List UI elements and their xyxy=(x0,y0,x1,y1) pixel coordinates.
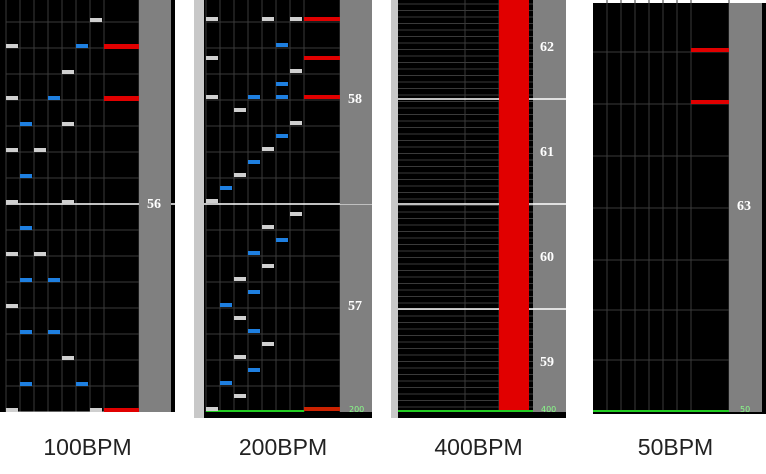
measure-number: 61 xyxy=(540,145,554,160)
note-white xyxy=(62,122,74,126)
note-red xyxy=(104,44,139,49)
note-lane-grid xyxy=(391,0,566,418)
note-lane-grid xyxy=(194,0,372,418)
bpm-label: 50 xyxy=(740,405,751,414)
note-blue xyxy=(20,382,32,386)
note-white xyxy=(6,408,18,412)
note-lane-grid xyxy=(585,0,766,428)
measure-bar xyxy=(729,3,762,412)
measure-number: 62 xyxy=(540,40,554,55)
note-white xyxy=(6,304,18,308)
caption-200bpm: 200BPM xyxy=(238,434,328,460)
measure-bar xyxy=(340,0,372,204)
note-blue xyxy=(20,226,32,230)
note-white xyxy=(90,408,102,412)
chart-panel-400bpm: 62 61 60 59 400 xyxy=(391,0,566,418)
note-white xyxy=(6,44,18,48)
note-white xyxy=(90,18,102,22)
note-red xyxy=(104,408,139,413)
bpm-label: 200 xyxy=(349,405,365,414)
note-white xyxy=(6,252,18,256)
measure-number: 59 xyxy=(540,355,554,370)
chart-panel-200bpm: 58 57 200 xyxy=(194,0,372,418)
note-white xyxy=(34,148,46,152)
note-blue xyxy=(76,44,88,48)
measure-bar xyxy=(340,205,372,412)
bpm-label: 400 xyxy=(541,405,557,414)
note-white xyxy=(34,252,46,256)
note-red xyxy=(691,48,729,52)
measure-bar xyxy=(139,0,171,412)
note-blue xyxy=(48,330,60,334)
note-red xyxy=(104,96,139,101)
note-white xyxy=(6,96,18,100)
chart-panel-100bpm: 56 xyxy=(0,0,175,416)
note-blue xyxy=(20,122,32,126)
long-note-red xyxy=(499,0,529,412)
note-white xyxy=(62,356,74,360)
caption-400bpm: 400BPM xyxy=(434,434,523,460)
caption-100bpm: 100BPM xyxy=(43,434,132,460)
note-blue xyxy=(20,278,32,282)
measure-number: 63 xyxy=(737,199,751,214)
note-blue xyxy=(20,330,32,334)
note-blue xyxy=(76,382,88,386)
chart-panel-50bpm: 63 50 xyxy=(585,0,766,428)
note-blue xyxy=(48,96,60,100)
note-blue xyxy=(20,174,32,178)
measure-number: 60 xyxy=(540,250,554,265)
measure-number: 57 xyxy=(348,299,362,314)
notes-layer xyxy=(206,17,340,411)
caption-50bpm: 50BPM xyxy=(637,434,714,460)
measure-number: 58 xyxy=(348,92,362,107)
measure-bar xyxy=(533,0,566,412)
note-white xyxy=(6,200,18,204)
notes-layer xyxy=(6,18,139,413)
note-red xyxy=(691,100,729,104)
note-white xyxy=(62,200,74,204)
note-white xyxy=(6,148,18,152)
note-lane-grid xyxy=(0,0,175,416)
note-white xyxy=(62,70,74,74)
measure-number: 56 xyxy=(147,197,161,212)
note-blue xyxy=(48,278,60,282)
